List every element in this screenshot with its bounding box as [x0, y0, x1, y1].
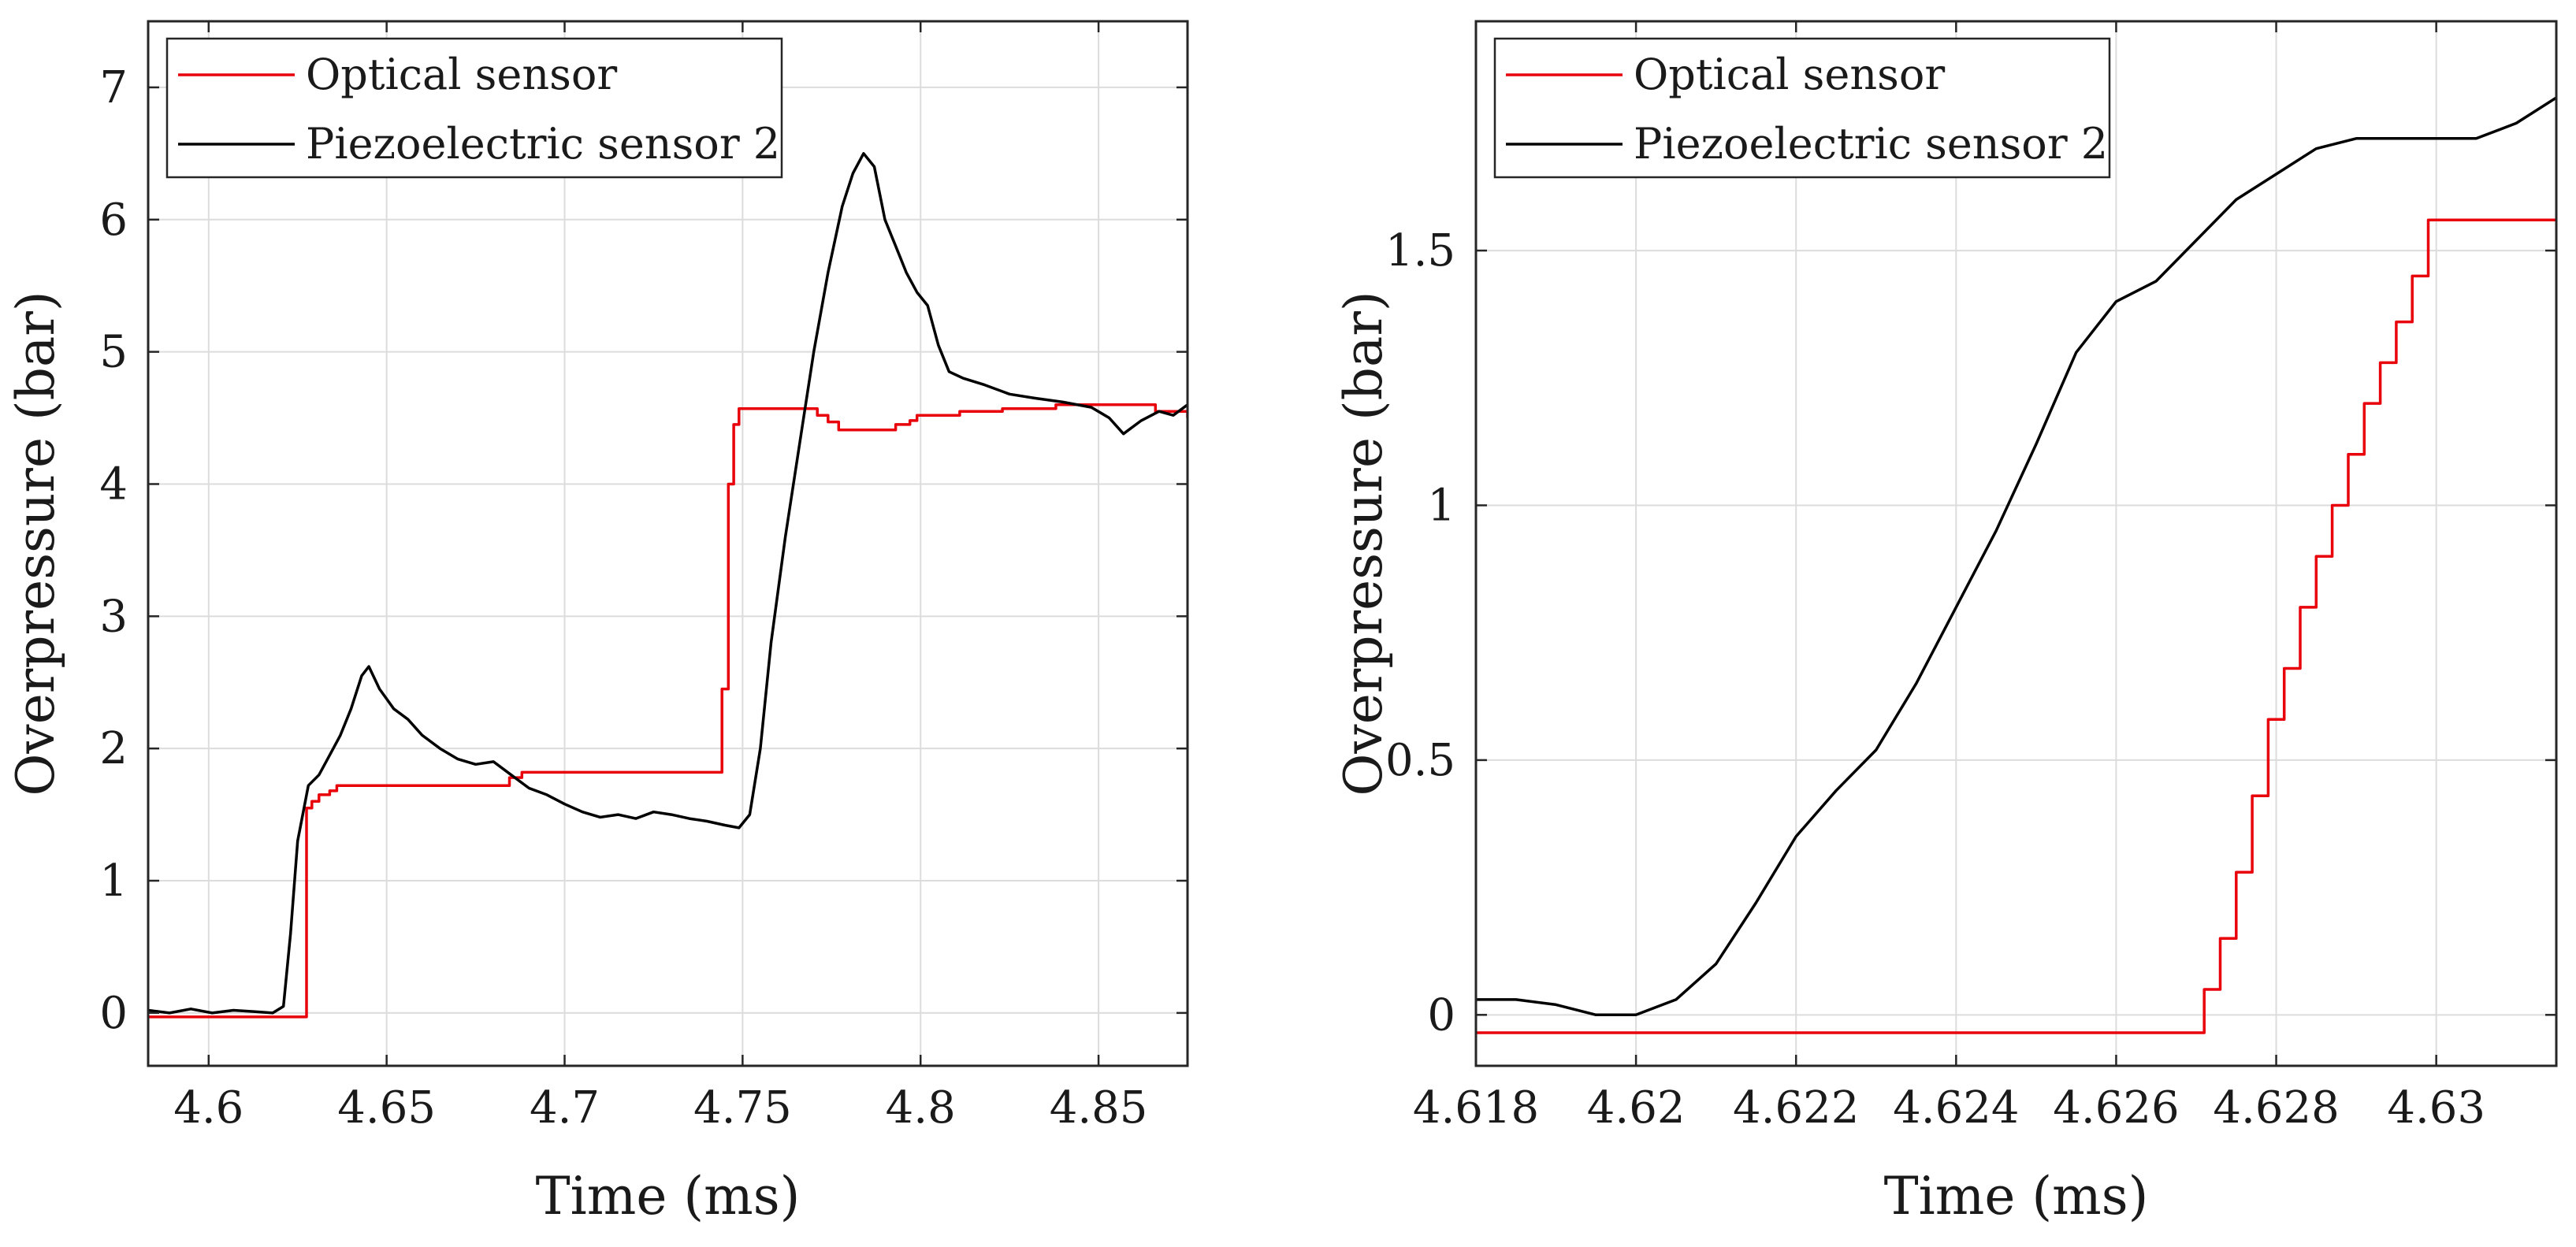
x-tick-label: 4.63: [2387, 1082, 2485, 1134]
y-tick-label: 0: [1427, 989, 1455, 1041]
x-tick-label: 4.65: [337, 1082, 436, 1134]
y-tick-label: 1: [99, 855, 128, 907]
x-tick-label: 4.62: [1587, 1082, 1686, 1134]
chart-right: 4.618 4.62 4.622 4.624 4.626 4.628 4.63 0 0.5 1 1.…: [1333, 20, 2558, 1227]
y-axis-label: Overpressure (bar): [1333, 291, 1394, 796]
axes-frame: [1474, 20, 2558, 1067]
x-tick-label: 4.618: [1413, 1082, 1539, 1134]
y-tick-label: 0: [99, 988, 128, 1039]
x-tick-label: 4.622: [1733, 1082, 1859, 1134]
x-tick-label: 4.85: [1050, 1082, 1148, 1134]
legend-box: [1493, 37, 2111, 179]
chart-left: 4.6 4.65 4.7 4.75 4.8 4.85 0 1 2 3 4 5 6 7 Time (ms) Ov…: [6, 20, 1189, 1227]
x-tick-label: 4.628: [2213, 1082, 2339, 1134]
y-tick-label: 2: [99, 723, 128, 774]
plot-area: [148, 21, 1188, 1066]
y-tick-label: 1.5: [1385, 225, 1455, 276]
x-tick-label: 4.75: [693, 1082, 792, 1134]
y-axis-label: Overpressure (bar): [6, 291, 66, 796]
legend-box: [165, 37, 783, 179]
series-line-piezoelectric-sensor-2: [1476, 96, 2556, 1017]
y-tick-label: 0.5: [1385, 735, 1455, 786]
x-tick-label: 4.626: [2053, 1082, 2179, 1134]
legend-label: Optical sensor: [306, 50, 617, 99]
legend-label: Optical sensor: [1634, 50, 1945, 99]
y-tick-label: 3: [99, 591, 128, 642]
x-tick-label: 4.6: [173, 1082, 243, 1134]
y-tick-label: 5: [99, 327, 128, 378]
legend: Optical sensor Piezoelectric sensor 2: [1493, 37, 2111, 179]
x-axis-label: Time (ms): [536, 1166, 801, 1227]
legend-label: Piezoelectric sensor 2: [306, 119, 780, 169]
series-line-optical-sensor: [148, 403, 1188, 1019]
legend-label: Piezoelectric sensor 2: [1634, 119, 2108, 169]
x-tick-label: 4.7: [530, 1082, 600, 1134]
plot-area: [1476, 21, 2556, 1066]
axes-frame: [147, 20, 1189, 1067]
x-axis-label: Time (ms): [1884, 1166, 2149, 1227]
y-tick-label: 1: [1427, 480, 1455, 531]
y-tick-label: 7: [99, 62, 128, 113]
x-tick-label: 4.624: [1893, 1082, 2019, 1134]
legend: Optical sensor Piezoelectric sensor 2: [165, 37, 783, 179]
x-tick-label: 4.8: [886, 1082, 956, 1134]
series-line-piezoelectric-sensor-2: [148, 152, 1188, 1015]
y-tick-label: 6: [99, 195, 128, 246]
y-tick-label: 4: [99, 458, 128, 510]
series-line-optical-sensor: [1476, 218, 2556, 1034]
